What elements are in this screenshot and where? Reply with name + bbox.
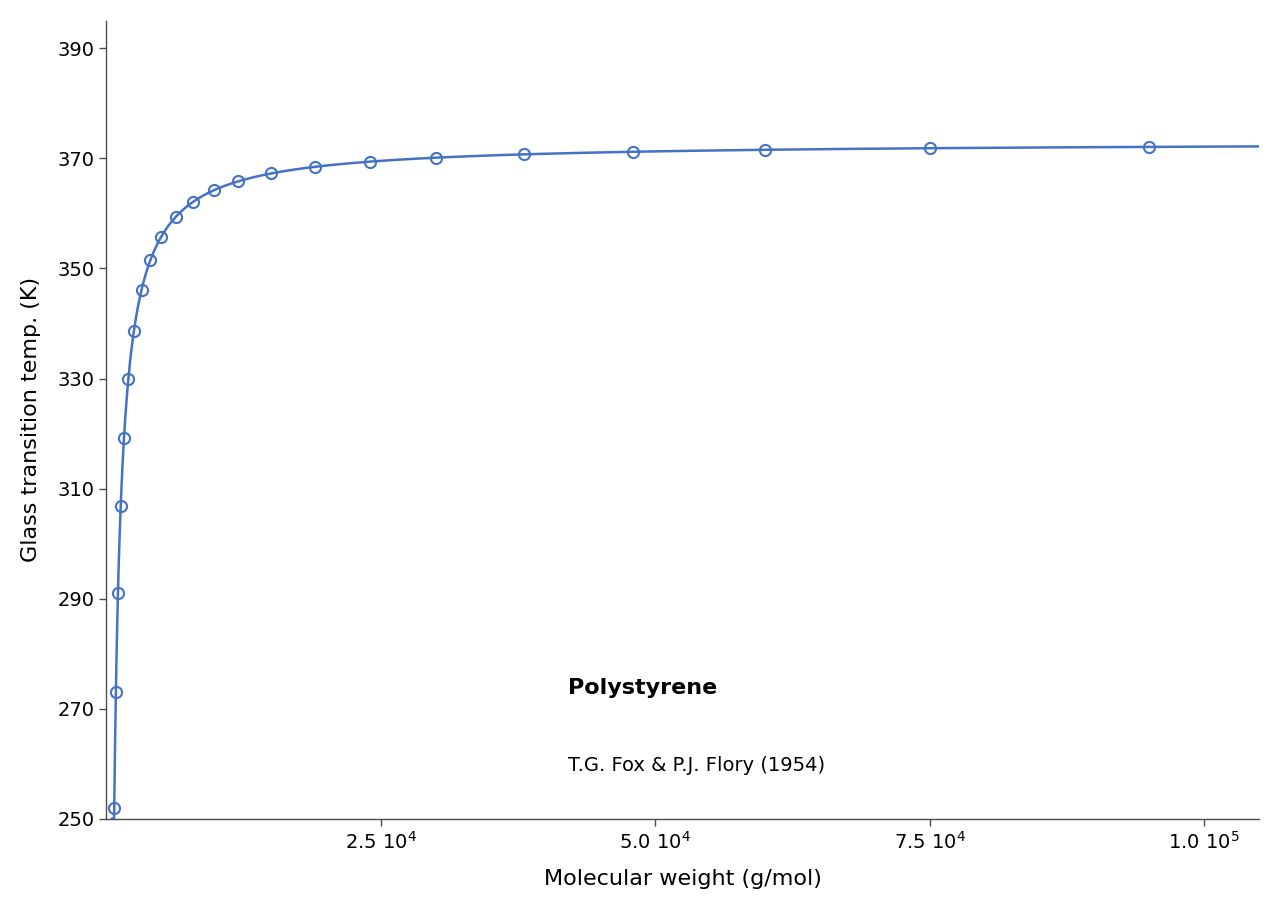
Y-axis label: Glass transition temp. (K): Glass transition temp. (K) <box>20 278 41 562</box>
Text: Polystyrene: Polystyrene <box>567 678 717 698</box>
X-axis label: Molecular weight (g/mol): Molecular weight (g/mol) <box>544 869 822 889</box>
Text: T.G. Fox & P.J. Flory (1954): T.G. Fox & P.J. Flory (1954) <box>567 756 824 774</box>
